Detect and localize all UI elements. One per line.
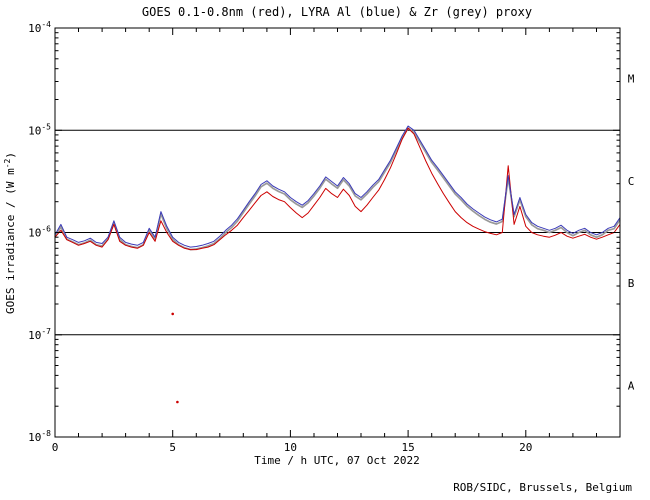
series-lyra-al-blue bbox=[54, 125, 621, 248]
flare-class-label-b: B bbox=[628, 277, 635, 290]
series-lyra-zr-grey bbox=[54, 127, 621, 251]
outlier-point bbox=[176, 400, 179, 404]
series-goes-red bbox=[54, 127, 621, 251]
y-tick-label: 10-8 bbox=[28, 429, 51, 444]
flare-class-label-c: C bbox=[628, 175, 635, 188]
y-tick-label: 10-4 bbox=[28, 20, 51, 35]
y-axis-label: GOES irradiance / (W m-2) bbox=[3, 152, 17, 314]
plot-frame bbox=[54, 27, 621, 438]
y-tick-label: 10-5 bbox=[28, 122, 51, 137]
y-tick-label: 10-7 bbox=[28, 327, 51, 342]
chart-title: GOES 0.1-0.8nm (red), LYRA Al (blue) & Z… bbox=[142, 5, 532, 19]
credit-footer: ROB/SIDC, Brussels, Belgium bbox=[453, 481, 632, 494]
flare-class-label-m: M bbox=[628, 73, 635, 86]
x-tick-label: 15 bbox=[401, 441, 414, 454]
x-tick-label: 10 bbox=[284, 441, 297, 454]
x-tick-label: 5 bbox=[169, 441, 176, 454]
x-tick-label: 20 bbox=[519, 441, 532, 454]
plot-dynamic: 0 5 10 15 20 10-8 10-7 10-6 10-5 10-4 M C B A bbox=[28, 20, 635, 454]
y-tick-label: 10-6 bbox=[28, 225, 51, 240]
x-tick-label: 0 bbox=[52, 441, 59, 454]
flare-class-label-a: A bbox=[628, 379, 635, 392]
x-axis-label: Time / h UTC, 07 Oct 2022 bbox=[254, 454, 420, 467]
outlier-point bbox=[171, 312, 174, 316]
